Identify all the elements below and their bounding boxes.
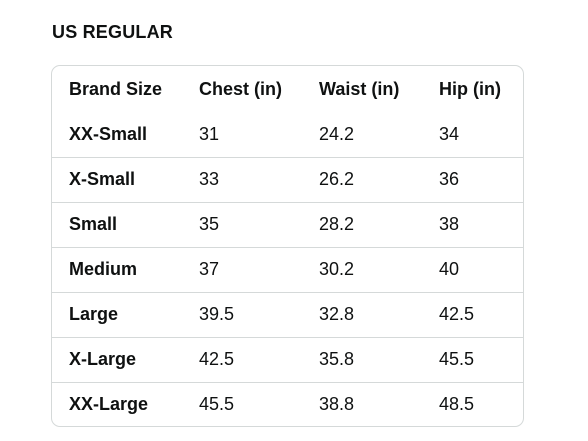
cell-brand-size: X-Large xyxy=(52,336,182,382)
cell-hip: 45.5 xyxy=(422,336,523,382)
cell-waist: 38.8 xyxy=(302,381,422,426)
cell-brand-size: Small xyxy=(52,201,182,247)
cell-brand-size: Large xyxy=(52,291,182,337)
cell-hip: 38 xyxy=(422,201,523,247)
cell-brand-size: XX-Large xyxy=(52,381,182,426)
header-hip: Hip (in) xyxy=(439,78,501,99)
cell-chest: 45.5 xyxy=(182,381,302,426)
table-row: Medium 37 30.2 40 xyxy=(52,246,523,292)
cell-brand-size: Medium xyxy=(52,246,182,292)
cell-chest: 37 xyxy=(182,246,302,292)
header-chest: Chest (in) xyxy=(199,78,282,99)
table-row: XX-Small 31 24.2 34 xyxy=(52,112,523,157)
table-row: XX-Large 45.5 38.8 48.5 xyxy=(52,381,523,426)
cell-hip: 42.5 xyxy=(422,291,523,337)
cell-chest: 33 xyxy=(182,156,302,202)
table-row: X-Large 42.5 35.8 45.5 xyxy=(52,336,523,382)
cell-waist: 30.2 xyxy=(302,246,422,292)
section-title: US REGULAR xyxy=(52,22,174,42)
cell-waist: 32.8 xyxy=(302,291,422,337)
cell-chest: 35 xyxy=(182,201,302,247)
cell-brand-size: XX-Small xyxy=(69,123,148,144)
cell-chest: 39.5 xyxy=(182,291,302,337)
size-table-container: Brand Size Chest (in) Waist (in) Hip (in… xyxy=(51,65,524,427)
table-row: Small 35 28.2 38 xyxy=(52,201,523,247)
header-brand-size: Brand Size xyxy=(69,78,163,99)
cell-waist: 28.2 xyxy=(302,201,422,247)
cell-waist: 24.2 xyxy=(319,123,355,144)
cell-chest: 31 xyxy=(199,123,220,144)
cell-hip: 48.5 xyxy=(422,381,523,426)
cell-waist: 26.2 xyxy=(302,156,422,202)
table-header-row: Brand Size Chest (in) Waist (in) Hip (in… xyxy=(52,66,523,112)
cell-brand-size: X-Small xyxy=(52,156,182,202)
cell-hip: 40 xyxy=(422,246,523,292)
cell-waist: 35.8 xyxy=(302,336,422,382)
table-row: Large 39.5 32.8 42.5 xyxy=(52,291,523,337)
header-waist: Waist (in) xyxy=(319,78,400,99)
table-row: X-Small 33 26.2 36 xyxy=(52,156,523,202)
cell-hip: 34 xyxy=(439,123,460,144)
cell-hip: 36 xyxy=(422,156,523,202)
size-table: Brand Size Chest (in) Waist (in) Hip (in… xyxy=(52,66,523,426)
cell-chest: 42.5 xyxy=(182,336,302,382)
